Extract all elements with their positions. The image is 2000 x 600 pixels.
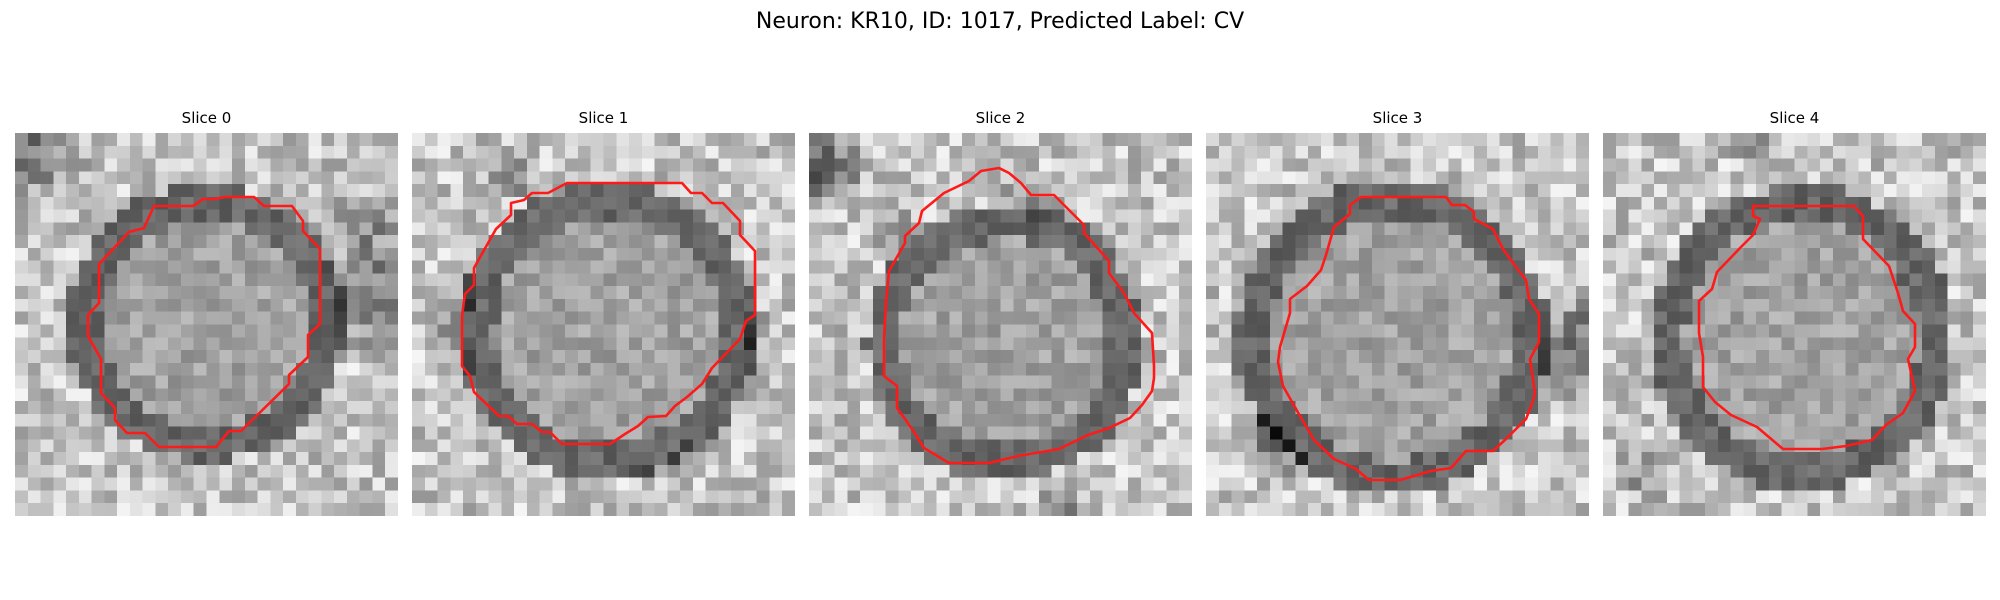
slice-panel-0: Slice 0 <box>15 106 398 516</box>
slice-panel-3: Slice 3 <box>1206 106 1589 516</box>
roi-contour <box>460 181 757 446</box>
slice-title: Slice 2 <box>975 109 1026 127</box>
figure-title: Neuron: KR10, ID: 1017, Predicted Label:… <box>755 9 1245 34</box>
slice-title: Slice 0 <box>181 109 232 127</box>
slice-title: Slice 4 <box>1769 109 1820 127</box>
roi-contour-overlay <box>86 195 322 449</box>
roi-contour-overlay <box>460 181 757 446</box>
slice-image <box>809 133 1192 516</box>
slice-panel-2: Slice 2 <box>809 106 1192 516</box>
slice-panel-1: Slice 1 <box>412 106 795 516</box>
slice-title: Slice 1 <box>578 109 629 127</box>
slice-image <box>15 133 398 516</box>
roi-contour <box>1276 195 1541 482</box>
roi-contour <box>1697 204 1917 451</box>
roi-contour <box>882 166 1156 465</box>
slice-image <box>1603 133 1986 516</box>
roi-contour <box>86 195 322 449</box>
roi-contour-overlay <box>1276 195 1541 482</box>
roi-contour-overlay <box>1697 204 1917 451</box>
slice-title: Slice 3 <box>1372 109 1423 127</box>
slice-image <box>412 133 795 516</box>
roi-contour-overlay <box>882 166 1156 465</box>
slice-panel-4: Slice 4 <box>1603 106 1986 516</box>
